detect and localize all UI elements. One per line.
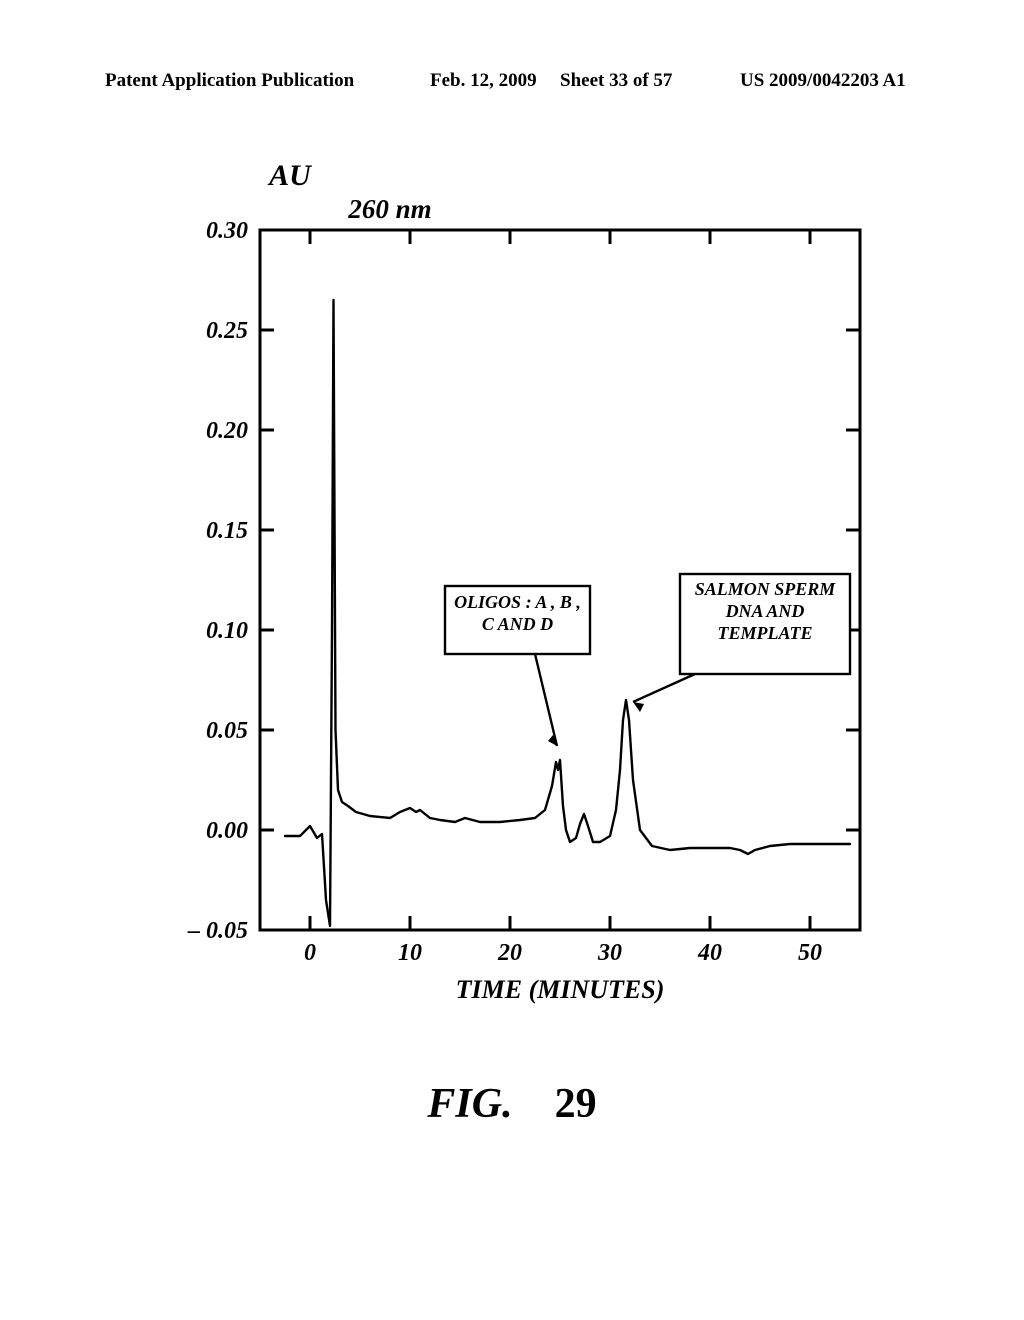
svg-text:0: 0: [304, 940, 316, 966]
svg-text:20: 20: [497, 940, 522, 966]
svg-text:0.20: 0.20: [206, 418, 248, 444]
svg-text:TEMPLATE: TEMPLATE: [717, 623, 812, 643]
svg-text:50: 50: [798, 940, 822, 966]
svg-text:– 0.05: – 0.05: [187, 918, 248, 944]
hdr-pubnum: US 2009/0042203 A1: [740, 70, 906, 92]
svg-text:C AND D: C AND D: [482, 614, 553, 634]
chromatogram-chart: AU 260 nm – 0.05 0.00 0.05 0.10 0.15 0.20 0.25 0.…: [120, 160, 900, 1030]
svg-text:AU: AU: [267, 160, 312, 192]
svg-text:260 nm: 260 nm: [347, 194, 431, 224]
hdr-sheet: Sheet 33 of 57: [560, 70, 672, 92]
svg-text:0.00: 0.00: [206, 818, 248, 844]
svg-text:0.15: 0.15: [206, 518, 248, 544]
svg-text:OLIGOS : A , B ,: OLIGOS : A , B ,: [454, 592, 581, 612]
svg-text:DNA AND: DNA AND: [725, 601, 805, 621]
svg-text:0.30: 0.30: [206, 218, 248, 244]
svg-text:TIME (MINUTES): TIME (MINUTES): [456, 975, 665, 1004]
svg-text:30: 30: [597, 940, 622, 966]
figure-caption-number: 29: [555, 1081, 597, 1127]
svg-text:SALMON SPERM: SALMON SPERM: [695, 579, 837, 599]
hdr-publication: Patent Application Publication: [105, 70, 354, 92]
svg-text:0.25: 0.25: [206, 318, 248, 344]
figure-caption: FIG. 29: [0, 1080, 1024, 1128]
figure-caption-prefix: FIG.: [427, 1081, 512, 1127]
svg-text:0.05: 0.05: [206, 718, 248, 744]
svg-text:0.10: 0.10: [206, 618, 248, 644]
svg-text:10: 10: [398, 940, 422, 966]
svg-text:40: 40: [697, 940, 722, 966]
hdr-date: Feb. 12, 2009: [430, 70, 537, 92]
